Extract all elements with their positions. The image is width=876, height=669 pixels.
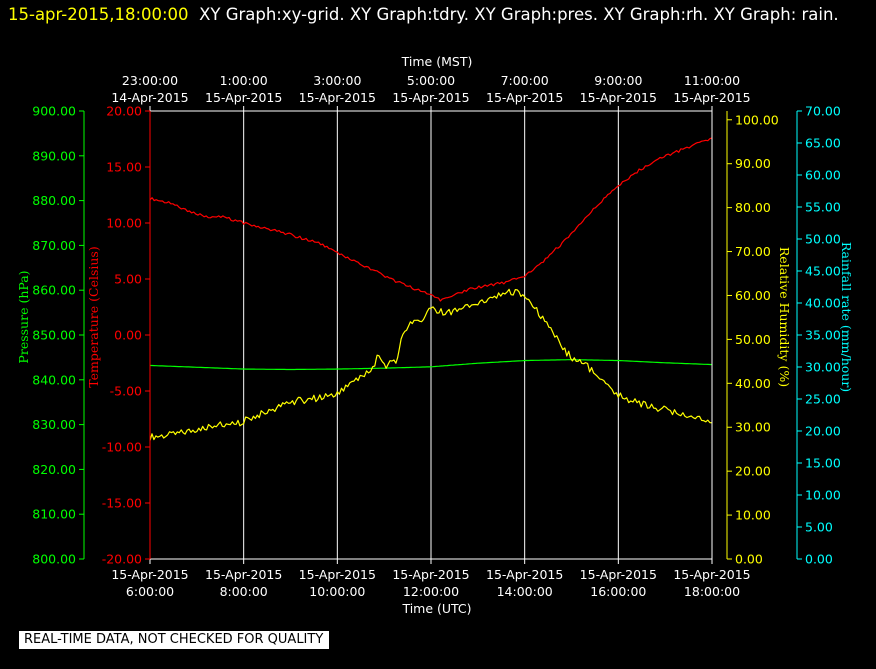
x-tick-label-top-time: 9:00:00: [594, 73, 642, 88]
rainfall-tick-label: 30.00: [805, 360, 841, 375]
rainfall-tick-label: 35.00: [805, 328, 841, 343]
x-tick-label-bottom-date: 15-Apr-2015: [580, 567, 657, 582]
x-tick-label-bottom-date: 15-Apr-2015: [205, 567, 282, 582]
rainfall-tick-label: 50.00: [805, 232, 841, 247]
rainfall-tick-label: 45.00: [805, 264, 841, 279]
x-tick-label-bottom-time: 12:00:00: [403, 584, 459, 599]
temperature-tick-label: -10.00: [102, 440, 142, 455]
x-tick-label-top-time: 11:00:00: [684, 73, 740, 88]
pressure-axis-label: Pressure (hPa): [16, 270, 31, 363]
rainfall-tick-label: 5.00: [805, 520, 833, 535]
temperature-tick-label: 20.00: [106, 104, 142, 119]
series-tdry: [149, 137, 713, 302]
x-axis-label-top: Time (MST): [401, 54, 473, 69]
x-tick-label-top-date: 15-Apr-2015: [392, 90, 469, 105]
x-tick-label-top-date: 15-Apr-2015: [580, 90, 657, 105]
x-tick-label-bottom-time: 18:00:00: [684, 584, 740, 599]
rainfall-tick-label: 10.00: [805, 488, 841, 503]
humidity-axis-label: Relative Humidity (%): [777, 247, 792, 387]
x-tick-label-top-date: 15-Apr-2015: [486, 90, 563, 105]
series-pres: [150, 359, 713, 371]
x-tick-label-top-time: 7:00:00: [501, 73, 549, 88]
x-tick-label-bottom-time: 6:00:00: [126, 584, 174, 599]
rainfall-tick-label: 55.00: [805, 200, 841, 215]
x-axis-label-bottom: Time (UTC): [401, 601, 471, 616]
rainfall-tick-label: 40.00: [805, 296, 841, 311]
pressure-tick-label: 900.00: [32, 104, 76, 119]
pressure-tick-label: 880.00: [32, 193, 76, 208]
temperature-tick-label: 0.00: [114, 328, 142, 343]
x-tick-label-bottom-date: 15-Apr-2015: [673, 567, 750, 582]
humidity-tick-label: 60.00: [735, 288, 771, 303]
rainfall-tick-label: 60.00: [805, 168, 841, 183]
x-tick-label-bottom-time: 10:00:00: [309, 584, 365, 599]
rainfall-tick-label: 20.00: [805, 424, 841, 439]
x-tick-label-bottom-time: 14:00:00: [497, 584, 553, 599]
x-tick-label-top-date: 15-Apr-2015: [205, 90, 282, 105]
x-tick-label-top-time: 3:00:00: [313, 73, 361, 88]
x-tick-label-top-date: 15-Apr-2015: [673, 90, 750, 105]
graph-title: 15-apr-2015,18:00:00 XY Graph:xy-grid. X…: [8, 2, 868, 27]
x-tick-label-top-time: 1:00:00: [220, 73, 268, 88]
humidity-tick-label: 10.00: [735, 508, 771, 523]
pressure-tick-label: 850.00: [32, 328, 76, 343]
humidity-tick-label: 30.00: [735, 420, 771, 435]
x-tick-label-bottom-date: 15-Apr-2015: [392, 567, 469, 582]
temperature-tick-label: -20.00: [102, 552, 142, 567]
pressure-tick-label: 840.00: [32, 372, 76, 387]
temperature-tick-label: 15.00: [106, 160, 142, 175]
x-tick-label-bottom-time: 8:00:00: [220, 584, 268, 599]
graph-list: XY Graph:xy-grid. XY Graph:tdry. XY Grap…: [199, 5, 839, 24]
rainfall-tick-label: 65.00: [805, 136, 841, 151]
x-tick-label-top-time: 23:00:00: [122, 73, 178, 88]
temperature-tick-label: 5.00: [114, 272, 142, 287]
x-tick-label-bottom-date: 15-Apr-2015: [299, 567, 376, 582]
rainfall-axis-label: Rainfall rate (mm/hour): [839, 242, 854, 392]
rainfall-tick-label: 70.00: [805, 104, 841, 119]
series-lines: [149, 137, 713, 441]
pressure-tick-label: 800.00: [32, 552, 76, 567]
pressure-tick-label: 890.00: [32, 148, 76, 163]
x-tick-label-top-time: 5:00:00: [407, 73, 455, 88]
temperature-axis-label: Temperature (Celsius): [86, 246, 101, 387]
grid: [243, 111, 619, 559]
pressure-tick-label: 870.00: [32, 238, 76, 253]
x-tick-label-top-date: 14-Apr-2015: [111, 90, 188, 105]
humidity-tick-label: 90.00: [735, 156, 771, 171]
quality-note: REAL-TIME DATA, NOT CHECKED FOR QUALITY: [19, 631, 330, 649]
humidity-tick-label: 20.00: [735, 464, 771, 479]
temperature-tick-label: -5.00: [110, 384, 142, 399]
humidity-tick-label: 40.00: [735, 376, 771, 391]
x-tick-label-bottom-date: 15-Apr-2015: [486, 567, 563, 582]
humidity-tick-label: 70.00: [735, 244, 771, 259]
humidity-tick-label: 100.00: [735, 112, 779, 127]
pressure-tick-label: 810.00: [32, 507, 76, 522]
x-tick-label-bottom-time: 16:00:00: [590, 584, 646, 599]
x-tick-label-top-date: 15-Apr-2015: [299, 90, 376, 105]
humidity-tick-label: 0.00: [735, 552, 763, 567]
rainfall-tick-label: 25.00: [805, 392, 841, 407]
temperature-tick-label: -15.00: [102, 496, 142, 511]
timestamp: 15-apr-2015,18:00:00: [8, 5, 189, 24]
pressure-tick-label: 830.00: [32, 417, 76, 432]
pressure-tick-label: 820.00: [32, 462, 76, 477]
series-rh: [149, 288, 713, 441]
humidity-tick-label: 50.00: [735, 332, 771, 347]
axes: 15-Apr-2015 6:00:00 23:00:00 14-Apr-2015 15-…: [16, 54, 854, 616]
rainfall-tick-label: 0.00: [805, 552, 833, 567]
humidity-tick-label: 80.00: [735, 200, 771, 215]
rainfall-tick-label: 15.00: [805, 456, 841, 471]
x-tick-label-bottom-date: 15-Apr-2015: [111, 567, 188, 582]
pressure-tick-label: 860.00: [32, 283, 76, 298]
temperature-tick-label: 10.00: [106, 216, 142, 231]
